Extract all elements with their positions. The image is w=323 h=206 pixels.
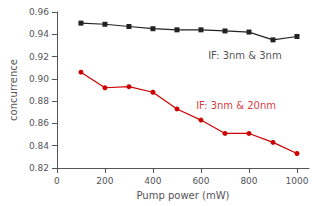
svg-text:IF: 3nm & 3nm: IF: 3nm & 3nm [208,50,282,61]
svg-text:600: 600 [192,176,209,186]
svg-text:0: 0 [54,176,60,186]
svg-text:0.90: 0.90 [29,74,49,84]
svg-text:0.94: 0.94 [29,29,49,39]
svg-text:0.86: 0.86 [29,118,49,128]
svg-text:0.84: 0.84 [29,141,49,151]
svg-text:Pump power (mW): Pump power (mW) [136,190,229,201]
svg-text:0.96: 0.96 [29,7,49,17]
svg-text:0.82: 0.82 [29,163,49,173]
svg-text:400: 400 [144,176,161,186]
svg-text:concurrence: concurrence [8,59,19,121]
svg-text:800: 800 [240,176,257,186]
svg-text:0.88: 0.88 [29,96,49,106]
svg-text:IF: 3nm & 20nm: IF: 3nm & 20nm [196,100,276,111]
svg-text:0.92: 0.92 [29,52,49,62]
svg-text:200: 200 [96,176,113,186]
svg-text:1000: 1000 [286,176,309,186]
